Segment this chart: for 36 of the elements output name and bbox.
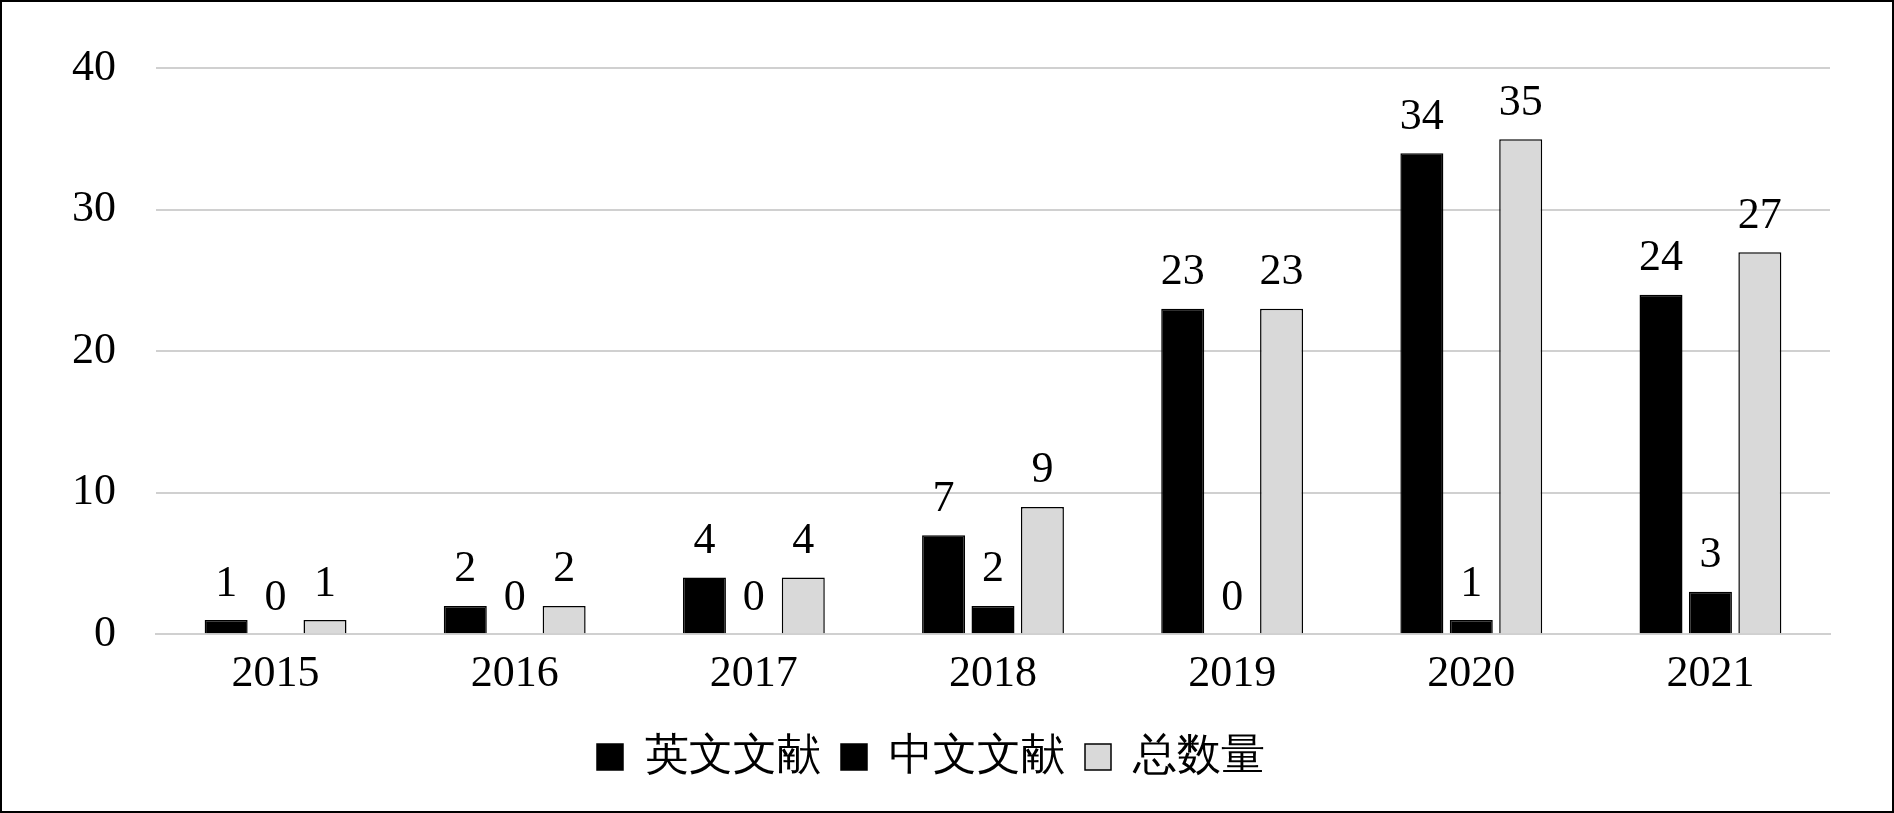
legend-label: 总数量 xyxy=(1132,729,1265,779)
data-label: 23 xyxy=(1259,245,1304,295)
data-label: 4 xyxy=(693,514,716,564)
data-label: 27 xyxy=(1737,188,1782,238)
x-tick-label: 2016 xyxy=(470,647,559,697)
data-label: 2 xyxy=(982,542,1004,592)
data-label: 1 xyxy=(313,556,336,606)
x-tick-label: 2015 xyxy=(231,647,320,697)
y-tick-label: 10 xyxy=(72,465,116,515)
x-tick-label: 2019 xyxy=(1188,647,1277,697)
data-label: 2 xyxy=(553,542,576,592)
data-label: 0 xyxy=(503,570,526,620)
data-label: 24 xyxy=(1639,231,1684,281)
legend-label: 英文文献 xyxy=(645,729,821,779)
data-label: 1 xyxy=(215,556,238,606)
data-label: 9 xyxy=(1031,443,1054,493)
data-label: 1 xyxy=(1460,556,1483,606)
data-label: 34 xyxy=(1399,89,1444,139)
data-label: 0 xyxy=(742,570,765,620)
x-tick-label: 2017 xyxy=(709,647,798,697)
data-label: 23 xyxy=(1160,245,1205,295)
y-tick-label: 30 xyxy=(72,182,116,232)
data-label: 4 xyxy=(792,514,815,564)
data-label: 0 xyxy=(264,570,287,620)
y-tick-label: 40 xyxy=(72,40,116,90)
x-tick-label: 2020 xyxy=(1427,647,1516,697)
y-tick-label: 0 xyxy=(94,606,116,656)
data-label: 7 xyxy=(932,471,955,521)
x-tick-label: 2021 xyxy=(1666,647,1755,697)
data-label: 0 xyxy=(1221,570,1244,620)
data-label: 3 xyxy=(1699,528,1722,578)
data-label: 2 xyxy=(454,542,477,592)
data-label: 35 xyxy=(1498,75,1543,125)
legend-label: 中文文献 xyxy=(889,729,1065,779)
x-tick-label: 2018 xyxy=(949,647,1037,697)
y-tick-label: 20 xyxy=(72,323,116,373)
